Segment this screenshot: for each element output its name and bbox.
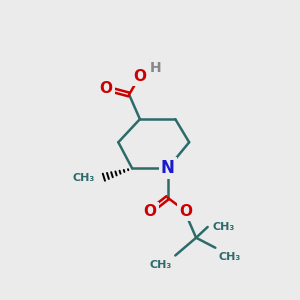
Text: CH₃: CH₃ — [73, 173, 95, 184]
Text: N: N — [161, 159, 175, 177]
Text: O: O — [100, 81, 112, 96]
Text: O: O — [134, 68, 146, 83]
Text: CH₃: CH₃ — [149, 260, 172, 270]
Text: O: O — [180, 204, 193, 219]
Text: O: O — [143, 204, 156, 219]
Text: CH₃: CH₃ — [212, 222, 235, 232]
Text: H: H — [149, 61, 161, 75]
Text: CH₃: CH₃ — [218, 252, 241, 262]
